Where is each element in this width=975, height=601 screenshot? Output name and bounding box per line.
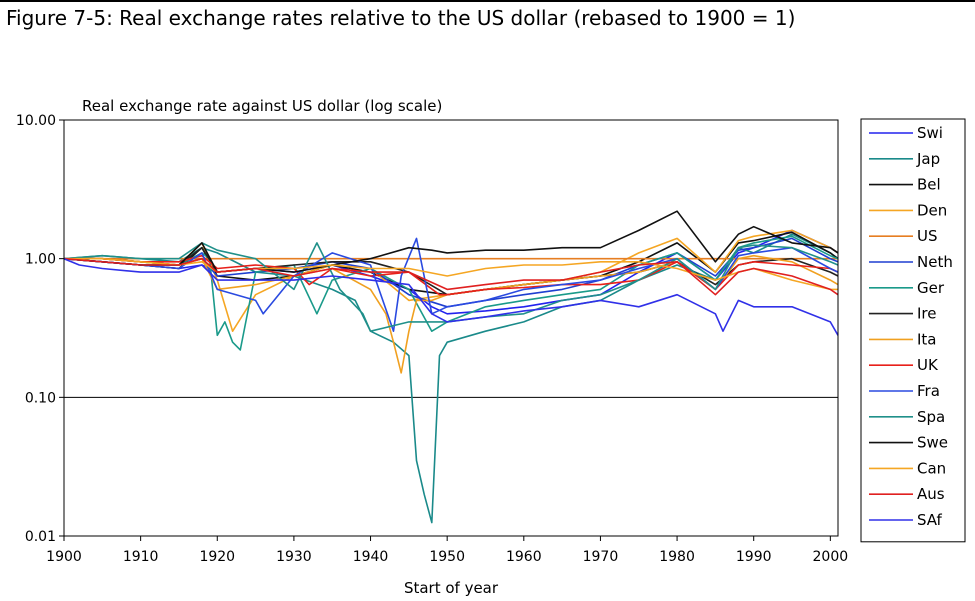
legend-label-us: US [917,227,938,245]
x-tick-label: 1990 [736,549,772,565]
x-tick-label: 1920 [199,549,235,565]
series-lines [63,210,839,524]
x-tick-label: 1930 [276,549,312,565]
figure-title: Figure 7-5: Real exchange rates relative… [6,6,796,30]
y-tick-label: 0.10 [25,390,56,406]
plot-area-frame [63,119,839,537]
legend-label-jap: Jap [916,150,940,168]
x-axis-title: Start of year [404,579,499,597]
legend-label-fra: Fra [917,382,940,400]
figure-top-rule [0,0,975,2]
legend-label-ita: Ita [917,330,937,348]
legend: Swi Jap Bel Den US Neth Ger Ire Ita UK Fra Spa Swe Ca… [860,118,966,543]
x-axis-ticks: 1900 1910 1920 1930 1940 1950 1960 1970 1980 1990… [46,536,848,565]
legend-label-ger: Ger [917,279,945,297]
legend-label-den: Den [917,201,947,219]
series-line-saf [63,257,839,336]
legend-label-ire: Ire [917,305,937,323]
legend-label-neth: Neth [917,253,953,271]
legend-label-saf: SAf [917,511,943,529]
x-tick-label: 2000 [813,549,849,565]
legend-frame [860,118,966,543]
x-tick-label: 1940 [353,549,389,565]
legend-label-can: Can [917,459,946,477]
chart-title: Real exchange rate against US dollar (lo… [82,97,442,115]
series-line-fra [63,237,839,333]
legend-label-swe: Swe [917,434,948,452]
series-line-aus [63,257,839,296]
y-tick-label: 10.00 [16,113,56,129]
x-tick-label: 1960 [506,549,542,565]
x-tick-label: 1980 [659,549,695,565]
legend-label-spa: Spa [917,408,945,426]
legend-label-aus: Aus [917,485,945,503]
x-tick-label: 1970 [583,549,619,565]
y-axis-ticks: 0.01 0.10 1.00 10.00 [16,113,64,545]
y-tick-label: 1.00 [25,252,56,268]
legend-label-swi: Swi [917,124,943,142]
x-tick-label: 1900 [46,549,82,565]
legend-label-bel: Bel [917,176,941,194]
x-tick-label: 1910 [123,549,159,565]
y-tick-label: 0.01 [25,529,56,545]
legend-label-uk: UK [917,356,939,374]
series-line-spa [63,242,839,333]
series-line-swe [63,210,839,273]
x-tick-label: 1950 [429,549,465,565]
